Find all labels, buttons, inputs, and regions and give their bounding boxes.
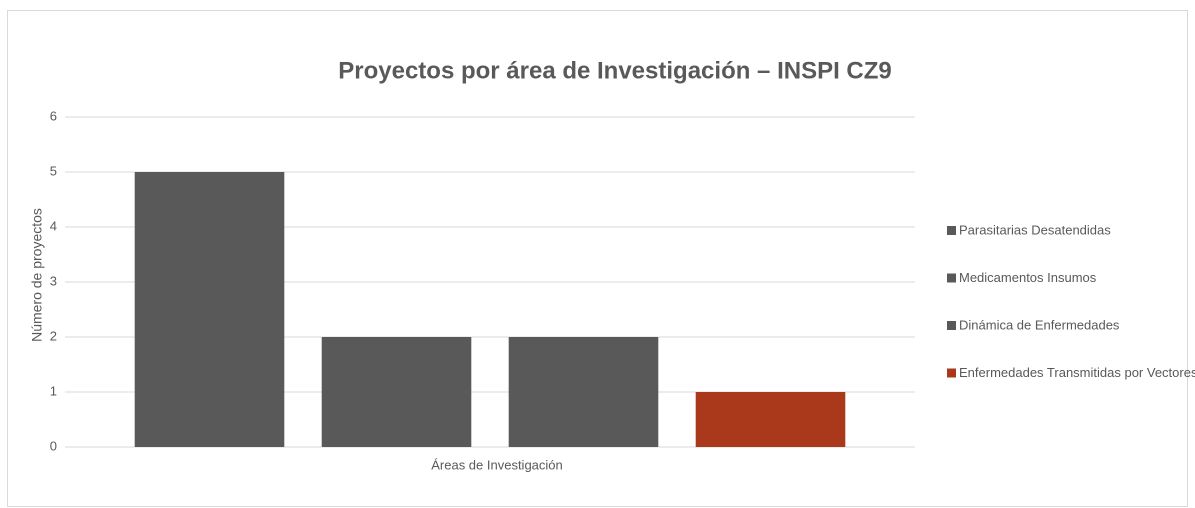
- bar: [508, 337, 659, 447]
- chart-title: Proyectos por área de Investigación – IN…: [338, 57, 892, 84]
- y-tick-label: 3: [50, 273, 57, 288]
- y-tick-label: 6: [50, 108, 57, 123]
- y-tick-label: 1: [50, 383, 57, 398]
- legend-swatch: [947, 273, 956, 283]
- y-tick-label: 2: [50, 328, 57, 343]
- bar: [695, 392, 846, 447]
- legend-label: Enfermedades Transmitidas por Vectores: [959, 365, 1195, 380]
- y-tick-label: 4: [50, 218, 57, 233]
- legend-label: Dinámica de Enfermedades: [959, 317, 1120, 332]
- legend-label: Parasitarias Desatendidas: [959, 222, 1111, 237]
- bar: [134, 172, 285, 447]
- legend-swatch: [947, 321, 956, 330]
- y-tick-label: 5: [50, 163, 57, 178]
- x-axis-label: Áreas de Investigación: [431, 457, 563, 472]
- y-axis-label: Número de proyectos: [29, 208, 45, 342]
- legend-swatch: [947, 226, 956, 235]
- bar: [321, 337, 472, 447]
- legend-label: Medicamentos Insumos: [959, 270, 1097, 285]
- legend-swatch: [947, 368, 956, 378]
- y-tick-label: 0: [50, 438, 57, 453]
